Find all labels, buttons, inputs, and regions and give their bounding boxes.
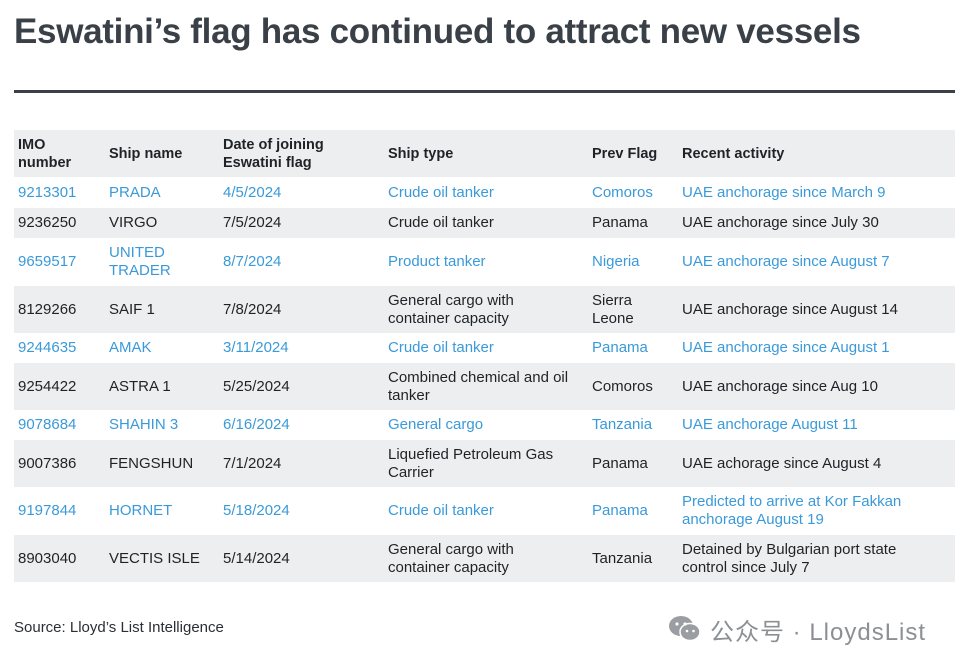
cell-date: 5/14/2024 xyxy=(219,535,384,582)
cell-recent-activity: Detained by Bulgarian port state control … xyxy=(678,535,955,582)
cell-recent-activity: UAE anchorage since August 1 xyxy=(678,333,955,363)
cell-date: 7/5/2024 xyxy=(219,208,384,238)
cell-ship-type: General cargo with container capacity xyxy=(384,535,588,582)
watermark-text: 公众号 · LloydsList xyxy=(710,618,927,646)
cell-imo: 9007386 xyxy=(14,440,105,487)
header-ship-name: Ship name xyxy=(105,130,219,177)
cell-date: 4/5/2024 xyxy=(219,177,384,208)
cell-recent-activity: Predicted to arrive at Kor Fakkan anchora… xyxy=(678,487,955,535)
header-prev-flag: Prev Flag xyxy=(588,130,678,177)
vessel-table: IMO number Ship name Date of joining Eswat… xyxy=(14,130,955,582)
table-row: 8903040 VECTIS ISLE 5/14/2024 General cargo… xyxy=(14,535,955,582)
cell-imo: 9078684 xyxy=(14,410,105,440)
cell-prev-flag: Comoros xyxy=(588,177,678,208)
table-row: 9007386 FENGSHUN 7/1/2024 Liquefied Petrole… xyxy=(14,440,955,487)
cell-ship-name: ASTRA 1 xyxy=(105,363,219,410)
title-divider xyxy=(14,90,955,93)
cell-recent-activity: UAE anchorage since Aug 10 xyxy=(678,363,955,410)
watermark: 公众号 · LloydsList xyxy=(668,612,926,646)
table-row: 9213301 PRADA 4/5/2024 Crude oil tanker Como… xyxy=(14,177,955,208)
page-title: Eswatini’s flag has continued to attract… xyxy=(14,12,861,51)
cell-imo: 9659517 xyxy=(14,238,105,286)
cell-date: 3/11/2024 xyxy=(219,333,384,363)
cell-ship-type: Liquefied Petroleum Gas Carrier xyxy=(384,440,588,487)
cell-date: 7/1/2024 xyxy=(219,440,384,487)
cell-ship-type: Crude oil tanker xyxy=(384,208,588,238)
cell-ship-name: VECTIS ISLE xyxy=(105,535,219,582)
table-row: 9236250 VIRGO 7/5/2024 Crude oil tanker Pana… xyxy=(14,208,955,238)
cell-recent-activity: UAE anchorage August 11 xyxy=(678,410,955,440)
cell-date: 6/16/2024 xyxy=(219,410,384,440)
cell-prev-flag: Sierra Leone xyxy=(588,286,678,333)
table-row: 8129266 SAIF 1 7/8/2024 General cargo with c… xyxy=(14,286,955,333)
cell-ship-type: Crude oil tanker xyxy=(384,177,588,208)
cell-ship-type: Crude oil tanker xyxy=(384,333,588,363)
cell-prev-flag: Tanzania xyxy=(588,410,678,440)
cell-imo: 9236250 xyxy=(14,208,105,238)
cell-recent-activity: UAE anchorage since August 7 xyxy=(678,238,955,286)
cell-ship-name: UNITED TRADER xyxy=(105,238,219,286)
cell-prev-flag: Panama xyxy=(588,487,678,535)
table-header-row: IMO number Ship name Date of joining Eswat… xyxy=(14,130,955,177)
cell-imo: 9197844 xyxy=(14,487,105,535)
cell-ship-type: Combined chemical and oil tanker xyxy=(384,363,588,410)
cell-imo: 9213301 xyxy=(14,177,105,208)
cell-date: 5/25/2024 xyxy=(219,363,384,410)
cell-ship-name: FENGSHUN xyxy=(105,440,219,487)
table-row: 9244635 AMAK 3/11/2024 Crude oil tanker Pana… xyxy=(14,333,955,363)
cell-prev-flag: Panama xyxy=(588,333,678,363)
cell-ship-name: SAIF 1 xyxy=(105,286,219,333)
cell-recent-activity: UAE anchorage since August 14 xyxy=(678,286,955,333)
source-note: Source: Lloyd’s List Intelligence xyxy=(14,619,224,636)
cell-ship-type: Product tanker xyxy=(384,238,588,286)
cell-ship-type: General cargo with container capacity xyxy=(384,286,588,333)
header-ship-type: Ship type xyxy=(384,130,588,177)
wechat-icon xyxy=(669,616,701,642)
cell-prev-flag: Panama xyxy=(588,440,678,487)
cell-imo: 8129266 xyxy=(14,286,105,333)
cell-recent-activity: UAE anchorage since March 9 xyxy=(678,177,955,208)
header-imo-number: IMO number xyxy=(14,130,105,177)
cell-date: 8/7/2024 xyxy=(219,238,384,286)
cell-imo: 8903040 xyxy=(14,535,105,582)
table-row: 9254422 ASTRA 1 5/25/2024 Combined chemical… xyxy=(14,363,955,410)
cell-ship-type: General cargo xyxy=(384,410,588,440)
cell-ship-name: PRADA xyxy=(105,177,219,208)
header-date-joining: Date of joining Eswatini flag xyxy=(219,130,384,177)
cell-recent-activity: UAE anchorage since July 30 xyxy=(678,208,955,238)
cell-date: 5/18/2024 xyxy=(219,487,384,535)
cell-ship-name: VIRGO xyxy=(105,208,219,238)
cell-prev-flag: Panama xyxy=(588,208,678,238)
cell-date: 7/8/2024 xyxy=(219,286,384,333)
cell-prev-flag: Tanzania xyxy=(588,535,678,582)
cell-imo: 9254422 xyxy=(14,363,105,410)
cell-ship-name: AMAK xyxy=(105,333,219,363)
cell-ship-type: Crude oil tanker xyxy=(384,487,588,535)
table-row: 9659517 UNITED TRADER 8/7/2024 Product tanke… xyxy=(14,238,955,286)
table-row: 9197844 HORNET 5/18/2024 Crude oil tanker Pa… xyxy=(14,487,955,535)
cell-ship-name: HORNET xyxy=(105,487,219,535)
cell-prev-flag: Nigeria xyxy=(588,238,678,286)
table-row: 9078684 SHAHIN 3 6/16/2024 General cargo Tan… xyxy=(14,410,955,440)
cell-imo: 9244635 xyxy=(14,333,105,363)
header-recent-activity: Recent activity xyxy=(678,130,955,177)
cell-ship-name: SHAHIN 3 xyxy=(105,410,219,440)
cell-recent-activity: UAE achorage since August 4 xyxy=(678,440,955,487)
cell-prev-flag: Comoros xyxy=(588,363,678,410)
